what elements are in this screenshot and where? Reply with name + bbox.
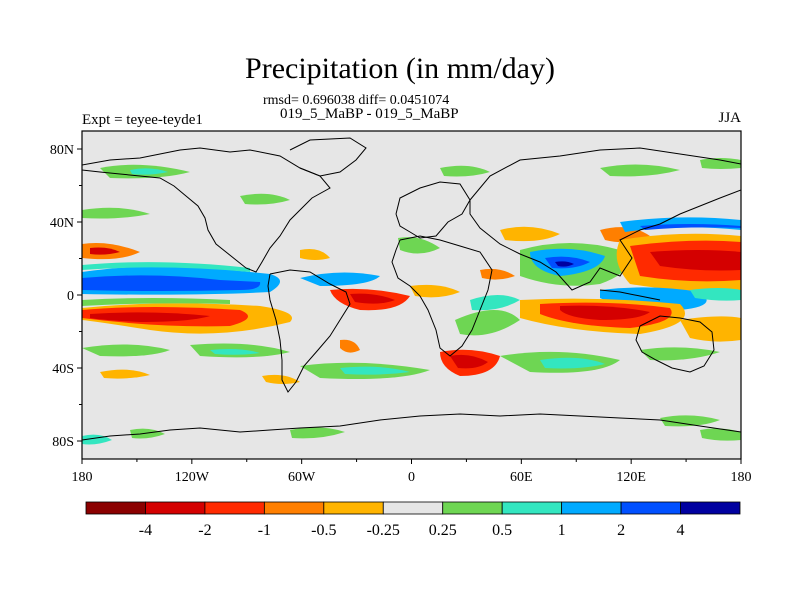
longitude-tick-label: 120W bbox=[175, 470, 210, 485]
latitude-tick-label: 80N bbox=[50, 143, 74, 158]
colorbar-label: -2 bbox=[198, 522, 211, 539]
chart-title: Precipitation (in mm/day) bbox=[245, 52, 555, 85]
colorbar-swatch bbox=[561, 501, 622, 515]
latitude-tick-label: 40S bbox=[52, 362, 74, 377]
colorbar-label: -1 bbox=[258, 522, 271, 539]
longitude-tick-label: 120E bbox=[616, 470, 646, 485]
precipitation-anomaly-field bbox=[82, 158, 741, 445]
experiment-label: Expt = teyee-teyde1 bbox=[82, 112, 203, 128]
colorbar-label: -4 bbox=[139, 522, 152, 539]
longitude-tick-label: 180 bbox=[72, 470, 93, 485]
colorbar-swatch bbox=[204, 501, 265, 515]
colorbar-label: 4 bbox=[677, 522, 685, 539]
colorbar-swatch bbox=[263, 501, 325, 515]
colorbar-swatch bbox=[680, 501, 741, 515]
colorbar-label: 0.25 bbox=[429, 522, 457, 539]
experiment-subtitle: 019_5_MaBP - 019_5_MaBP bbox=[280, 106, 459, 122]
colorbar-swatch bbox=[620, 501, 681, 515]
latitude-axis: 80N 40N 0 40S 80S bbox=[50, 143, 82, 450]
longitude-axis: 180 120W 60W 0 60E 120E 180 bbox=[72, 459, 752, 485]
season-label: JJA bbox=[718, 110, 741, 126]
colorbar-swatch bbox=[442, 501, 503, 515]
latitude-tick-label: 80S bbox=[52, 435, 74, 450]
colorbar-label: 2 bbox=[617, 522, 625, 539]
longitude-tick-label: 0 bbox=[408, 470, 415, 485]
longitude-tick-label: 60W bbox=[288, 470, 316, 485]
longitude-tick-label: 60E bbox=[510, 470, 533, 485]
colorbar-swatch bbox=[501, 501, 563, 515]
colorbar-label: 1 bbox=[558, 522, 566, 539]
colorbar-swatch bbox=[382, 501, 444, 515]
colorbar-swatch bbox=[85, 501, 146, 515]
colorbar-label: -0.25 bbox=[367, 522, 400, 539]
colorbar: -4 -2 -1 -0.5 -0.25 0.25 0.5 1 2 4 bbox=[85, 501, 741, 539]
latitude-tick-label: 40N bbox=[50, 216, 74, 231]
colorbar-label: -0.5 bbox=[311, 522, 336, 539]
latitude-tick-label: 0 bbox=[67, 289, 74, 304]
rmsd-diff-stats: rmsd= 0.696038 diff= 0.0451074 bbox=[263, 93, 450, 108]
colorbar-label: 0.5 bbox=[492, 522, 512, 539]
colorbar-swatch bbox=[145, 501, 206, 515]
colorbar-swatch bbox=[323, 501, 384, 515]
longitude-tick-label: 180 bbox=[731, 470, 752, 485]
coastlines bbox=[82, 137, 741, 441]
